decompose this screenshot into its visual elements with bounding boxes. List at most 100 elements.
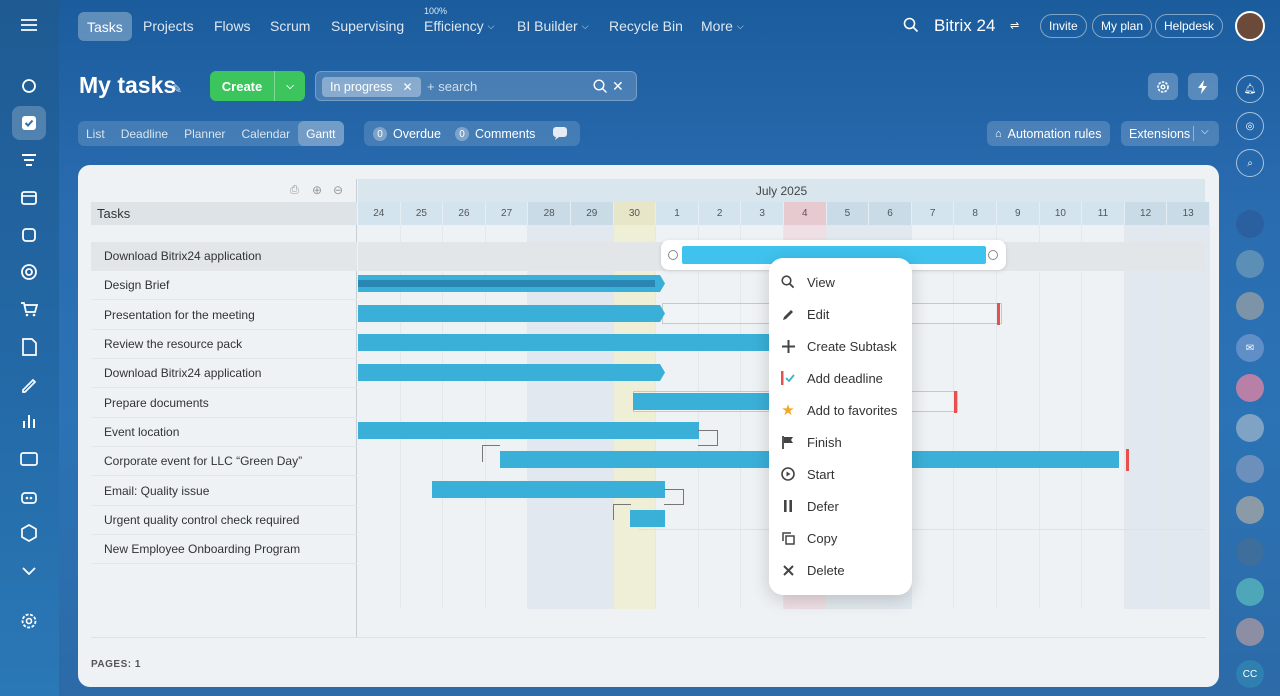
clear-icon[interactable]: ✕ [612, 78, 624, 94]
pages-value[interactable]: 1 [134, 659, 141, 670]
mail-icon[interactable]: ✉ [1236, 334, 1264, 362]
gantt-bar[interactable] [630, 510, 665, 527]
menu-item-add-favorites[interactable]: ★ Add to favorites [769, 394, 912, 426]
documents-icon[interactable] [12, 330, 46, 364]
task-row[interactable]: Download Bitrix24 application [91, 242, 357, 271]
task-row[interactable]: New Employee Onboarding Program [91, 535, 357, 564]
avatar[interactable] [1236, 496, 1264, 524]
menu-icon[interactable] [12, 8, 46, 42]
chat-search-icon[interactable]: ⌕ [1236, 149, 1264, 177]
gantt-bar[interactable] [682, 246, 986, 264]
my-plan-button[interactable]: My plan [1092, 14, 1153, 38]
avatar[interactable] [1236, 210, 1264, 238]
task-row[interactable]: Download Bitrix24 application [91, 359, 357, 388]
settings-button[interactable] [1148, 73, 1178, 100]
chevron-down-icon[interactable]: ⌵ [286, 80, 294, 92]
task-row[interactable]: Event location [91, 418, 357, 447]
view-calendar[interactable]: Calendar [241, 126, 291, 141]
bot-icon[interactable] [12, 479, 46, 513]
menu-item-view[interactable]: View [769, 266, 912, 298]
analytics-icon[interactable] [12, 404, 46, 438]
print-icon[interactable]: ⎙ [290, 184, 299, 196]
view-gantt[interactable]: Gantt [298, 121, 344, 146]
lightning-button[interactable] [1188, 73, 1218, 100]
zoom-in-icon[interactable]: ⊕ [312, 183, 323, 197]
task-row[interactable]: Presentation for the meeting [91, 301, 357, 330]
create-button[interactable]: Create ⌵ [210, 71, 305, 101]
nav-efficiency[interactable]: Efficiency ⌵ [424, 12, 495, 40]
task-row[interactable]: Review the resource pack [91, 330, 357, 359]
close-icon[interactable]: ✕ [402, 80, 413, 94]
helpdesk-button[interactable]: Helpdesk [1155, 14, 1224, 38]
menu-item-add-deadline[interactable]: Add deadline [769, 362, 912, 394]
menu-item-finish[interactable]: Finish [769, 426, 912, 458]
gantt-bar[interactable] [358, 422, 699, 439]
filter-chip[interactable]: In progress ✕ [322, 77, 421, 97]
gantt-bar[interactable] [633, 393, 773, 410]
menu-item-start[interactable]: Start [769, 458, 912, 490]
target-icon[interactable] [12, 255, 46, 289]
user-avatar[interactable] [1235, 11, 1265, 41]
comments-label[interactable]: Comments [475, 127, 536, 141]
chevron-down-icon[interactable]: ⌵ [1201, 126, 1209, 137]
nav-tasks[interactable]: Tasks [78, 12, 132, 41]
brand-logo[interactable]: Bitrix 24 [934, 16, 996, 35]
group-icon[interactable] [1236, 618, 1264, 646]
task-row[interactable]: Prepare documents [91, 389, 357, 418]
task-row[interactable]: Design Brief [91, 271, 357, 300]
search-filter[interactable]: In progress ✕ + search ✕ [315, 71, 637, 101]
shop-icon[interactable] [12, 292, 46, 326]
nav-projects[interactable]: Projects [143, 18, 194, 34]
group-icon[interactable] [1236, 414, 1264, 442]
overdue-label[interactable]: Overdue [393, 127, 441, 141]
nav-scrum[interactable]: Scrum [270, 18, 311, 34]
nav-more[interactable]: More ⌵ [701, 12, 744, 40]
avatar[interactable] [1236, 250, 1264, 278]
bell-icon[interactable]: 🔔︎ [1236, 75, 1264, 103]
view-deadline[interactable]: Deadline [120, 126, 169, 141]
view-planner[interactable]: Planner [184, 126, 226, 141]
group-icon[interactable] [1236, 374, 1264, 402]
chevron-down-icon[interactable] [12, 554, 46, 588]
task-row[interactable]: Urgent quality control check required [91, 506, 357, 535]
sliders-icon[interactable]: ⇌ [1010, 20, 1020, 32]
nav-flows[interactable]: Flows [214, 18, 251, 34]
spiral-icon[interactable]: ◎ [1236, 112, 1264, 140]
bookmark-icon[interactable] [1236, 455, 1264, 483]
search-icon[interactable] [593, 79, 608, 99]
avatar[interactable]: CC [1236, 660, 1264, 688]
menu-item-delete[interactable]: Delete [769, 554, 912, 586]
avatar[interactable] [1236, 292, 1264, 320]
resize-handle-right[interactable] [988, 250, 998, 260]
contact-center-icon[interactable] [12, 442, 46, 476]
gear-icon[interactable] [12, 604, 46, 638]
nav-supervising[interactable]: Supervising [331, 18, 405, 34]
avatar[interactable] [1236, 538, 1264, 566]
gantt-bar[interactable] [358, 364, 665, 381]
extensions-button[interactable]: Extensions ⌵ [1121, 121, 1219, 146]
gantt-bar[interactable] [358, 334, 773, 351]
search-input[interactable]: + search [427, 79, 478, 94]
gantt-bar[interactable] [358, 275, 665, 292]
menu-item-create-subtask[interactable]: Create Subtask [769, 330, 912, 362]
gantt-bar[interactable] [432, 481, 665, 498]
menu-item-copy[interactable]: Copy [769, 522, 912, 554]
zoom-out-icon[interactable]: ⊖ [333, 183, 344, 197]
chat-icon[interactable] [1236, 578, 1264, 606]
drive-icon[interactable] [12, 218, 46, 252]
tasks-icon[interactable] [12, 106, 46, 140]
feed-icon[interactable] [12, 69, 46, 103]
view-list[interactable]: List [86, 126, 105, 141]
crm-icon[interactable] [12, 143, 46, 177]
task-row[interactable]: Email: Quality issue [91, 477, 357, 506]
gantt-bar[interactable] [358, 305, 665, 322]
resize-handle-left[interactable] [668, 250, 678, 260]
search-icon[interactable] [903, 17, 919, 38]
chat-icon[interactable] [552, 126, 568, 144]
calendar-icon[interactable] [12, 180, 46, 214]
nav-recycle-bin[interactable]: Recycle Bin [609, 18, 683, 34]
invite-button[interactable]: Invite [1040, 14, 1087, 38]
menu-item-defer[interactable]: Defer [769, 490, 912, 522]
task-row[interactable]: Corporate event for LLC “Green Day” [91, 447, 357, 476]
market-icon[interactable] [12, 516, 46, 550]
